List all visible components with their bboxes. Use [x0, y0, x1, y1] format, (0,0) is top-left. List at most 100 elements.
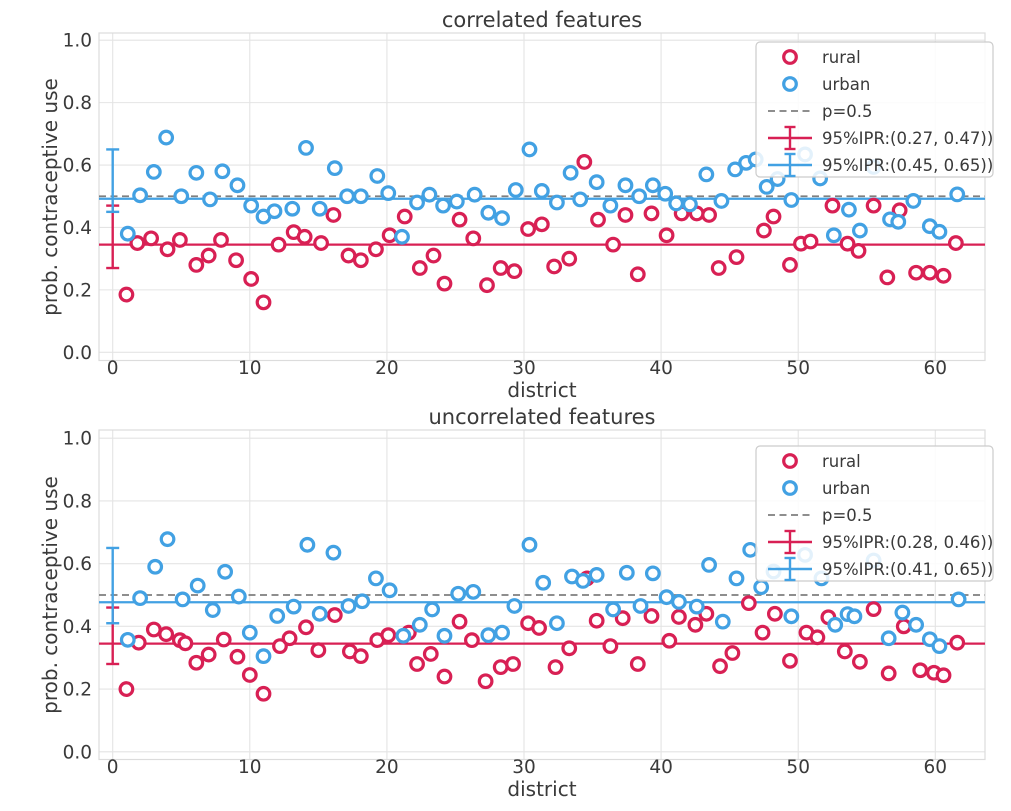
- rural-scatter-point: [851, 653, 868, 670]
- urban-scatter-point: [448, 193, 465, 210]
- y-tick-label: 0.8: [63, 93, 92, 114]
- urban-scatter-point: [657, 185, 674, 202]
- urban-scatter-point: [369, 168, 386, 184]
- legend-item: 95%IPR:(0.27, 0.47)): [768, 125, 993, 151]
- rural-scatter-point: [947, 235, 964, 251]
- urban-scatter-point: [217, 563, 234, 580]
- rural-scatter-point: [629, 656, 646, 672]
- ipr-errorbars: [106, 546, 120, 666]
- urban-scatter-point: [229, 177, 246, 194]
- urban-scatter-point: [632, 598, 649, 614]
- x-tick-label: 20: [375, 358, 399, 379]
- rural-scatter-point: [159, 241, 176, 258]
- urban-scatter-point: [299, 536, 316, 553]
- subplot-correlated: rural urban p=0.5 95%IPR:(0.27, 0.47)) 95%IP…: [38, 8, 994, 402]
- rural-scatter-point: [451, 613, 468, 630]
- rural-scatter-point: [895, 618, 912, 635]
- rural-scatter-point: [614, 610, 631, 627]
- rural-scatter-point: [756, 222, 772, 239]
- legend-label: rural: [822, 452, 861, 471]
- legend: rural urban p=0.5 95%IPR:(0.27, 0.47)) 95%IP…: [755, 41, 994, 178]
- urban-scatter-point: [851, 222, 868, 239]
- urban-points: [119, 129, 966, 245]
- urban-scatter-point: [671, 593, 687, 610]
- y-tick-label: 1.0: [63, 429, 92, 450]
- urban-scatter-point: [395, 627, 412, 644]
- urban-scatter-point: [714, 613, 731, 630]
- legend-item: rural: [782, 48, 861, 67]
- rural-scatter-point: [188, 257, 205, 273]
- y-tick-label: 0.8: [63, 491, 92, 512]
- rural-ipr-errorbar: [106, 204, 120, 270]
- y-tick-label: 0.6: [63, 156, 92, 177]
- rural-scatter-point: [492, 260, 509, 276]
- rural-scatter-point: [710, 260, 727, 276]
- urban-scatter-point: [480, 627, 497, 644]
- rural-scatter-point: [310, 642, 327, 659]
- rural-scatter-point: [561, 640, 578, 657]
- urban-scatter-point: [436, 627, 453, 644]
- rural-scatter-point: [451, 211, 468, 228]
- rural-scatter-point: [671, 609, 687, 625]
- urban-scatter-point: [450, 585, 467, 602]
- rural-scatter-point: [839, 235, 856, 252]
- urban-scatter-point: [605, 601, 622, 618]
- urban-scatter-point: [728, 570, 745, 587]
- rural-scatter-point: [836, 643, 853, 660]
- urban-scatter-point: [230, 588, 247, 605]
- legend-label: 95%IPR:(0.41, 0.65)): [822, 560, 993, 579]
- rural-scatter-point: [298, 619, 314, 636]
- x-tick-label: 40: [649, 757, 673, 778]
- urban-scatter-point: [147, 558, 164, 575]
- y-tick-label: 0.0: [63, 742, 92, 763]
- urban-scatter-point: [340, 598, 357, 614]
- y-axis-label: prob. contraceptive use: [38, 78, 62, 316]
- x-tick-label: 0: [107, 757, 119, 778]
- rural-scatter-point: [908, 264, 925, 281]
- urban-scatter-point: [119, 225, 136, 242]
- urban-scatter-point: [931, 638, 948, 655]
- urban-scatter-point: [905, 193, 922, 209]
- urban-scatter-point: [758, 178, 775, 195]
- urban-scatter-point: [145, 164, 162, 180]
- urban-scatter-point: [241, 624, 258, 641]
- rural-scatter-point: [313, 235, 329, 251]
- rural-scatter-point: [643, 205, 660, 222]
- rural-scatter-point: [270, 236, 287, 253]
- legend-label: 95%IPR:(0.45, 0.65)): [822, 156, 993, 175]
- urban-scatter-point: [173, 188, 190, 205]
- rural-scatter-point: [411, 260, 428, 276]
- rural-scatter-point: [576, 154, 593, 170]
- rural-scatter-point: [118, 681, 135, 697]
- rural-scatter-point: [531, 620, 547, 636]
- rural-scatter-point: [561, 250, 578, 267]
- rural-scatter-point: [352, 648, 369, 665]
- urban-scatter-point: [339, 188, 356, 205]
- urban-scatter-point: [132, 187, 149, 204]
- grid: [99, 430, 985, 760]
- urban-scatter-point: [465, 583, 482, 600]
- rural-scatter-point: [409, 656, 425, 672]
- legend-label: urban: [822, 479, 870, 498]
- urban-scatter-point: [846, 608, 863, 625]
- urban-scatter-point: [494, 624, 510, 641]
- urban-legend-marker: [782, 76, 798, 92]
- urban-points: [119, 531, 967, 665]
- rural-scatter-point: [590, 211, 606, 228]
- rural-scatter-point: [533, 216, 550, 233]
- urban-scatter-point: [266, 203, 283, 220]
- urban-scatter-point: [742, 541, 759, 558]
- x-axis-label: district: [507, 378, 576, 402]
- urban-scatter-point: [435, 197, 452, 214]
- rural-scatter-point: [326, 607, 343, 623]
- legend-item: 95%IPR:(0.45, 0.65)): [768, 152, 993, 178]
- y-tick-labels: 0.0 0.2 0.4 0.6 0.8 1.0: [63, 429, 92, 764]
- rural-scatter-point: [436, 668, 453, 685]
- urban-scatter-point: [602, 197, 619, 214]
- rural-scatter-point: [643, 608, 660, 624]
- y-tick-label: 0.4: [63, 617, 92, 638]
- rural-scatter-point: [935, 667, 952, 684]
- rural-scatter-point: [687, 616, 704, 633]
- rural-scatter-point: [935, 267, 952, 284]
